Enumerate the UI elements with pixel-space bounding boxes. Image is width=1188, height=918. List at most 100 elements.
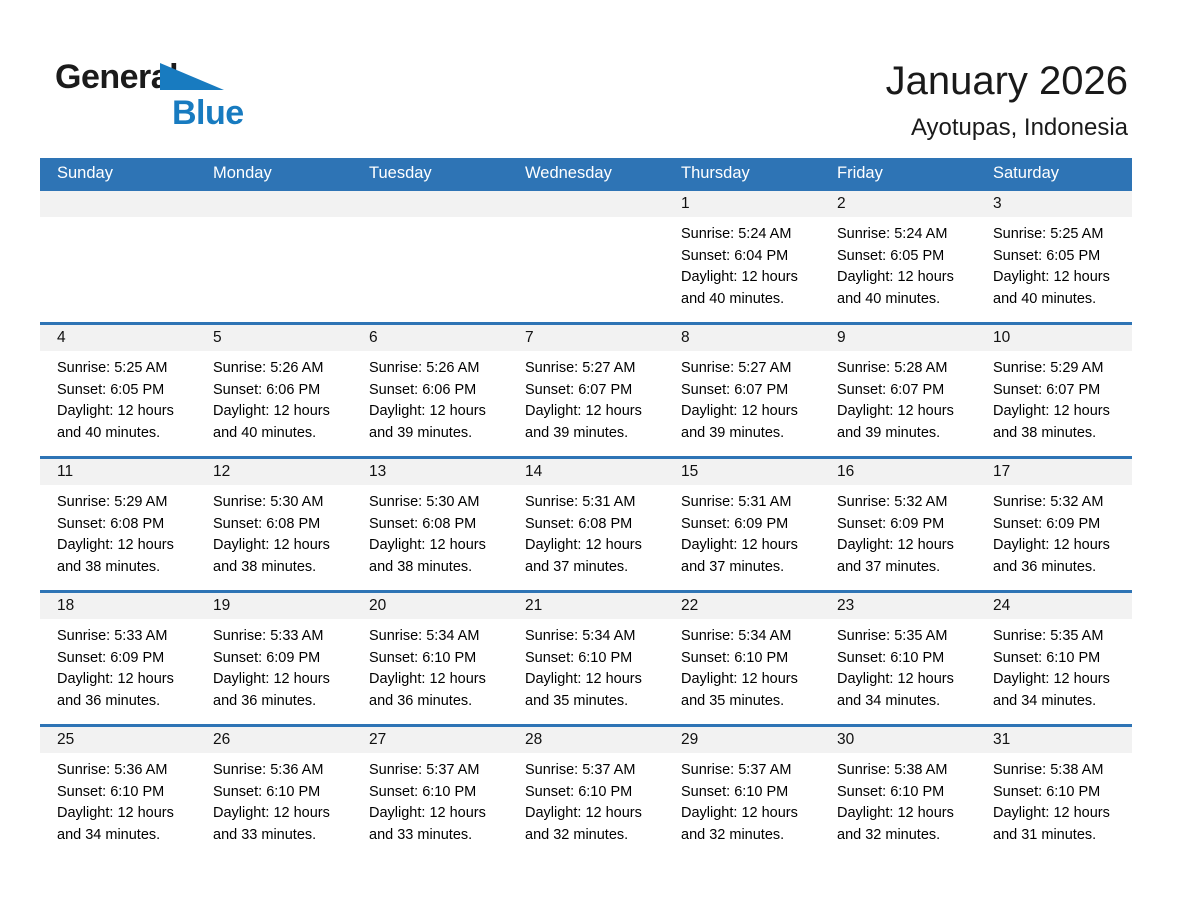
- day-cell-body: Sunrise: 5:34 AM Sunset: 6:10 PM Daylight:…: [508, 619, 664, 712]
- day-number: 26: [213, 731, 231, 748]
- daylight-text-line2: and 40 minutes.: [993, 290, 1097, 307]
- title-block: January 2026 Ayotupas, Indonesia: [886, 58, 1128, 142]
- daylight-text-line2: and 36 minutes.: [993, 558, 1097, 575]
- day-cell: 5 Sunrise: 5:26 AM Sunset: 6:06 PM Daylight…: [196, 325, 352, 456]
- daylight-text-line1: Daylight: 12 hours: [213, 671, 330, 688]
- day-cell: 10 Sunrise: 5:29 AM Sunset: 6:07 PM Dayligh…: [976, 325, 1132, 456]
- day-number-band: 20: [352, 593, 508, 619]
- day-number-band: 16: [820, 459, 976, 485]
- sunset-text: Sunset: 6:10 PM: [525, 783, 633, 800]
- day-cell: 17 Sunrise: 5:32 AM Sunset: 6:09 PM Dayligh…: [976, 459, 1132, 590]
- day-number-band: 31: [976, 727, 1132, 753]
- day-number: 14: [525, 463, 543, 480]
- day-number: 4: [57, 329, 66, 346]
- sunrise-text: Sunrise: 5:38 AM: [993, 762, 1104, 778]
- sunset-text: Sunset: 6:10 PM: [837, 649, 945, 666]
- daylight-text-line2: and 37 minutes.: [525, 558, 629, 575]
- day-number-band: 18: [40, 593, 196, 619]
- day-number: 23: [837, 597, 855, 614]
- sunrise-text: Sunrise: 5:34 AM: [369, 628, 480, 644]
- empty-day-cell: [508, 191, 664, 322]
- sunset-text: Sunset: 6:06 PM: [369, 381, 477, 398]
- sunrise-text: Sunrise: 5:27 AM: [681, 360, 792, 376]
- day-number-band: 23: [820, 593, 976, 619]
- day-cell-body: Sunrise: 5:32 AM Sunset: 6:09 PM Daylight:…: [820, 485, 976, 578]
- sunset-text: Sunset: 6:09 PM: [57, 649, 165, 666]
- day-cell: 16 Sunrise: 5:32 AM Sunset: 6:09 PM Dayligh…: [820, 459, 976, 590]
- day-number-band: [508, 191, 664, 217]
- daylight-text-line1: Daylight: 12 hours: [837, 269, 954, 286]
- day-cell-body: Sunrise: 5:35 AM Sunset: 6:10 PM Daylight:…: [976, 619, 1132, 712]
- day-cell-body: [508, 217, 664, 224]
- day-cell-body: Sunrise: 5:33 AM Sunset: 6:09 PM Daylight:…: [196, 619, 352, 712]
- daylight-text-line2: and 40 minutes.: [213, 424, 317, 441]
- daylight-text-line2: and 34 minutes.: [993, 692, 1097, 709]
- weekday-header-friday: Friday: [837, 163, 883, 182]
- weekday-header-wednesday: Wednesday: [525, 163, 612, 182]
- sunrise-text: Sunrise: 5:37 AM: [681, 762, 792, 778]
- day-number-band: 9: [820, 325, 976, 351]
- empty-day-cell: [40, 191, 196, 322]
- sunrise-text: Sunrise: 5:32 AM: [993, 494, 1104, 510]
- sunset-text: Sunset: 6:10 PM: [681, 783, 789, 800]
- sunrise-text: Sunrise: 5:33 AM: [213, 628, 324, 644]
- day-number-band: 24: [976, 593, 1132, 619]
- day-cell: 20 Sunrise: 5:34 AM Sunset: 6:10 PM Dayligh…: [352, 593, 508, 724]
- day-number-band: 1: [664, 191, 820, 217]
- day-cell: 12 Sunrise: 5:30 AM Sunset: 6:08 PM Dayligh…: [196, 459, 352, 590]
- day-cell: 1 Sunrise: 5:24 AM Sunset: 6:04 PM Daylight…: [664, 191, 820, 322]
- sunset-text: Sunset: 6:08 PM: [213, 515, 321, 532]
- daylight-text-line1: Daylight: 12 hours: [993, 671, 1110, 688]
- day-cell-body: Sunrise: 5:26 AM Sunset: 6:06 PM Daylight:…: [352, 351, 508, 444]
- day-cell: 14 Sunrise: 5:31 AM Sunset: 6:08 PM Dayligh…: [508, 459, 664, 590]
- day-number-band: 5: [196, 325, 352, 351]
- calendar-weeks: 1 Sunrise: 5:24 AM Sunset: 6:04 PM Daylight…: [40, 188, 1132, 858]
- day-number-band: [40, 191, 196, 217]
- day-number: 15: [681, 463, 699, 480]
- day-cell: 30 Sunrise: 5:38 AM Sunset: 6:10 PM Dayligh…: [820, 727, 976, 858]
- day-cell: 23 Sunrise: 5:35 AM Sunset: 6:10 PM Dayligh…: [820, 593, 976, 724]
- day-cell-body: [196, 217, 352, 224]
- day-cell-body: Sunrise: 5:35 AM Sunset: 6:10 PM Daylight:…: [820, 619, 976, 712]
- day-number: 27: [369, 731, 387, 748]
- day-number-band: 14: [508, 459, 664, 485]
- day-cell: 22 Sunrise: 5:34 AM Sunset: 6:10 PM Dayligh…: [664, 593, 820, 724]
- sunrise-text: Sunrise: 5:30 AM: [213, 494, 324, 510]
- day-cell-body: Sunrise: 5:24 AM Sunset: 6:04 PM Daylight:…: [664, 217, 820, 310]
- sunrise-text: Sunrise: 5:26 AM: [369, 360, 480, 376]
- day-cell-body: Sunrise: 5:30 AM Sunset: 6:08 PM Daylight:…: [352, 485, 508, 578]
- sunrise-text: Sunrise: 5:26 AM: [213, 360, 324, 376]
- daylight-text-line2: and 40 minutes.: [57, 424, 161, 441]
- weekday-header-tuesday: Tuesday: [369, 163, 432, 182]
- daylight-text-line1: Daylight: 12 hours: [993, 805, 1110, 822]
- sunrise-text: Sunrise: 5:36 AM: [213, 762, 324, 778]
- sunrise-text: Sunrise: 5:33 AM: [57, 628, 168, 644]
- daylight-text-line1: Daylight: 12 hours: [837, 403, 954, 420]
- daylight-text-line2: and 38 minutes.: [57, 558, 161, 575]
- daylight-text-line1: Daylight: 12 hours: [837, 805, 954, 822]
- day-number-band: 4: [40, 325, 196, 351]
- weekday-header-row: Sunday Monday Tuesday Wednesday Thursday Frid…: [40, 158, 1132, 188]
- sunrise-text: Sunrise: 5:37 AM: [369, 762, 480, 778]
- daylight-text-line2: and 38 minutes.: [993, 424, 1097, 441]
- day-number-band: 22: [664, 593, 820, 619]
- daylight-text-line2: and 36 minutes.: [213, 692, 317, 709]
- daylight-text-line2: and 32 minutes.: [681, 826, 785, 843]
- day-cell-body: Sunrise: 5:33 AM Sunset: 6:09 PM Daylight:…: [40, 619, 196, 712]
- sunrise-text: Sunrise: 5:25 AM: [57, 360, 168, 376]
- daylight-text-line1: Daylight: 12 hours: [57, 403, 174, 420]
- daylight-text-line2: and 36 minutes.: [369, 692, 473, 709]
- day-cell-body: Sunrise: 5:32 AM Sunset: 6:09 PM Daylight:…: [976, 485, 1132, 578]
- day-cell-body: Sunrise: 5:36 AM Sunset: 6:10 PM Daylight:…: [40, 753, 196, 846]
- day-cell: 15 Sunrise: 5:31 AM Sunset: 6:09 PM Dayligh…: [664, 459, 820, 590]
- daylight-text-line1: Daylight: 12 hours: [57, 537, 174, 554]
- sunset-text: Sunset: 6:10 PM: [837, 783, 945, 800]
- day-number-band: 26: [196, 727, 352, 753]
- day-number-band: 7: [508, 325, 664, 351]
- day-cell-body: Sunrise: 5:24 AM Sunset: 6:05 PM Daylight:…: [820, 217, 976, 310]
- sunset-text: Sunset: 6:09 PM: [213, 649, 321, 666]
- day-cell-body: Sunrise: 5:27 AM Sunset: 6:07 PM Daylight:…: [664, 351, 820, 444]
- daylight-text-line1: Daylight: 12 hours: [681, 671, 798, 688]
- day-number: 20: [369, 597, 387, 614]
- month-title: January 2026: [885, 59, 1128, 103]
